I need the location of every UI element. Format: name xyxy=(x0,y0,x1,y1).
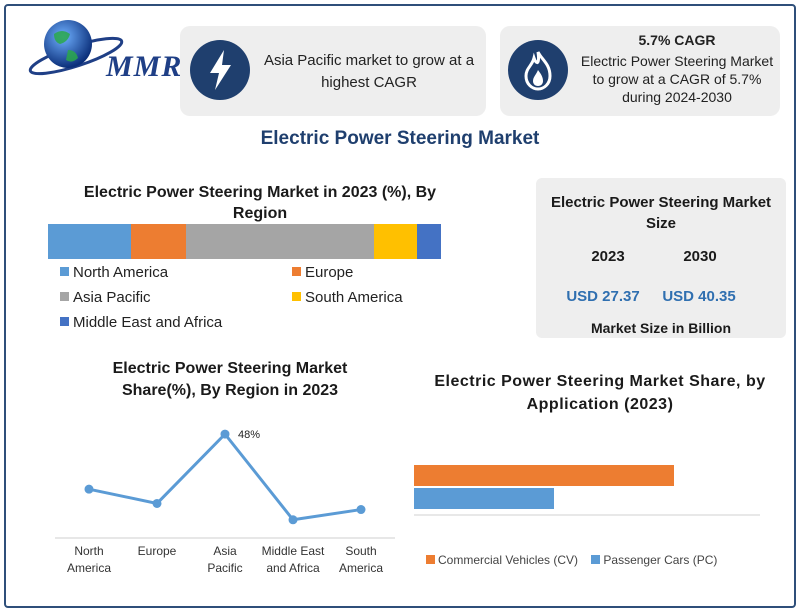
legend-item-asia-pacific: Asia Pacific xyxy=(60,289,151,306)
legend-label-commercial: Commercial Vehicles (CV) xyxy=(438,553,579,567)
x-tick-label: Middle East xyxy=(262,544,325,558)
application-legend: Commercial Vehicles (CV) Passenger Cars … xyxy=(426,553,717,567)
market-size-card: Electric Power Steering Market Size 2023… xyxy=(536,178,786,338)
legend-item-mea: Middle East and Africa xyxy=(60,314,222,331)
stack-segment-europe xyxy=(130,224,186,259)
value-2023: USD 27.37 xyxy=(566,288,640,305)
application-bar-chart xyxy=(414,465,760,516)
cagr-card: 5.7% CAGR Electric Power Steering Market… xyxy=(500,26,780,116)
line-point xyxy=(356,505,366,515)
year-2030: 2030 xyxy=(683,248,717,265)
asia-growth-card: Asia Pacific market to grow at a highest… xyxy=(180,26,486,116)
main-title: Electric Power Steering Market xyxy=(260,128,540,149)
region-bar-title: Electric Power Steering Market in 2023 (… xyxy=(83,184,437,222)
legend-swatch xyxy=(292,292,301,301)
x-tick-label: America xyxy=(339,561,383,575)
stack-segment-asia-pacific xyxy=(185,224,375,259)
data-label: 48% xyxy=(238,429,260,441)
line-point xyxy=(152,498,162,508)
stack-segment-north-america xyxy=(48,224,131,259)
legend-item-europe: Europe xyxy=(292,264,353,281)
x-tick-label: Europe xyxy=(138,544,177,558)
x-tick-label: North xyxy=(74,544,103,558)
legend-label: Asia Pacific xyxy=(73,289,151,306)
line-point xyxy=(288,515,298,525)
asia-growth-text: Asia Pacific market to grow at a highest… xyxy=(263,52,475,91)
x-tick-label: Pacific xyxy=(207,561,242,575)
infographic-frame xyxy=(4,4,796,608)
application-chart-title: Electric Power Steering Market Share, by… xyxy=(434,373,766,413)
mmr-logo: MMR xyxy=(24,14,181,84)
legend-swatch-passenger xyxy=(591,555,601,564)
x-tick-label: America xyxy=(67,561,111,575)
legend-item-south-america: South America xyxy=(292,289,403,306)
cagr-title: 5.7% CAGR xyxy=(638,32,716,48)
app-bar-commercial xyxy=(414,465,674,486)
line-series xyxy=(88,431,362,522)
legend-swatch-commercial xyxy=(426,555,435,564)
flame-icon xyxy=(508,40,568,100)
legend-label: North America xyxy=(73,264,169,281)
app-bar-passenger xyxy=(414,488,554,509)
line-point xyxy=(84,484,94,494)
x-tick-label: South xyxy=(345,544,376,558)
cagr-text: Electric Power Steering Market to grow a… xyxy=(580,53,774,105)
legend-swatch xyxy=(292,267,301,276)
legend-swatch xyxy=(60,292,69,301)
region-legend: North America Europe Asia Pacific South … xyxy=(60,264,450,334)
x-tick-label: and Africa xyxy=(266,561,320,575)
x-tick-label: Asia xyxy=(213,544,237,558)
globe-icon xyxy=(28,20,124,76)
region-stacked-bar xyxy=(48,224,441,259)
logo-text: MMR xyxy=(106,50,183,83)
legend-label-passenger: Passenger Cars (PC) xyxy=(603,553,718,567)
legend-swatch xyxy=(60,317,69,326)
stack-segment-south-america xyxy=(374,224,418,259)
line-chart-title: Electric Power Steering Market Share(%),… xyxy=(112,360,348,399)
legend-label: Europe xyxy=(305,264,354,281)
market-size-footer: Market Size in Billion xyxy=(590,320,732,336)
year-2023: 2023 xyxy=(591,248,625,265)
stack-segment-middle-east-and-africa xyxy=(417,224,441,259)
line-chart: North America Europe 48% Asia Pacific Middle E… xyxy=(55,429,395,575)
legend-label: Middle East and Africa xyxy=(73,314,223,331)
lightning-icon xyxy=(190,40,250,100)
line-point xyxy=(220,429,230,439)
legend-label: South America xyxy=(305,289,403,306)
legend-item-north-america: North America xyxy=(60,264,168,281)
legend-swatch xyxy=(60,267,69,276)
market-size-title: Electric Power Steering Market Size xyxy=(550,194,772,232)
value-2030: USD 40.35 xyxy=(662,288,736,305)
